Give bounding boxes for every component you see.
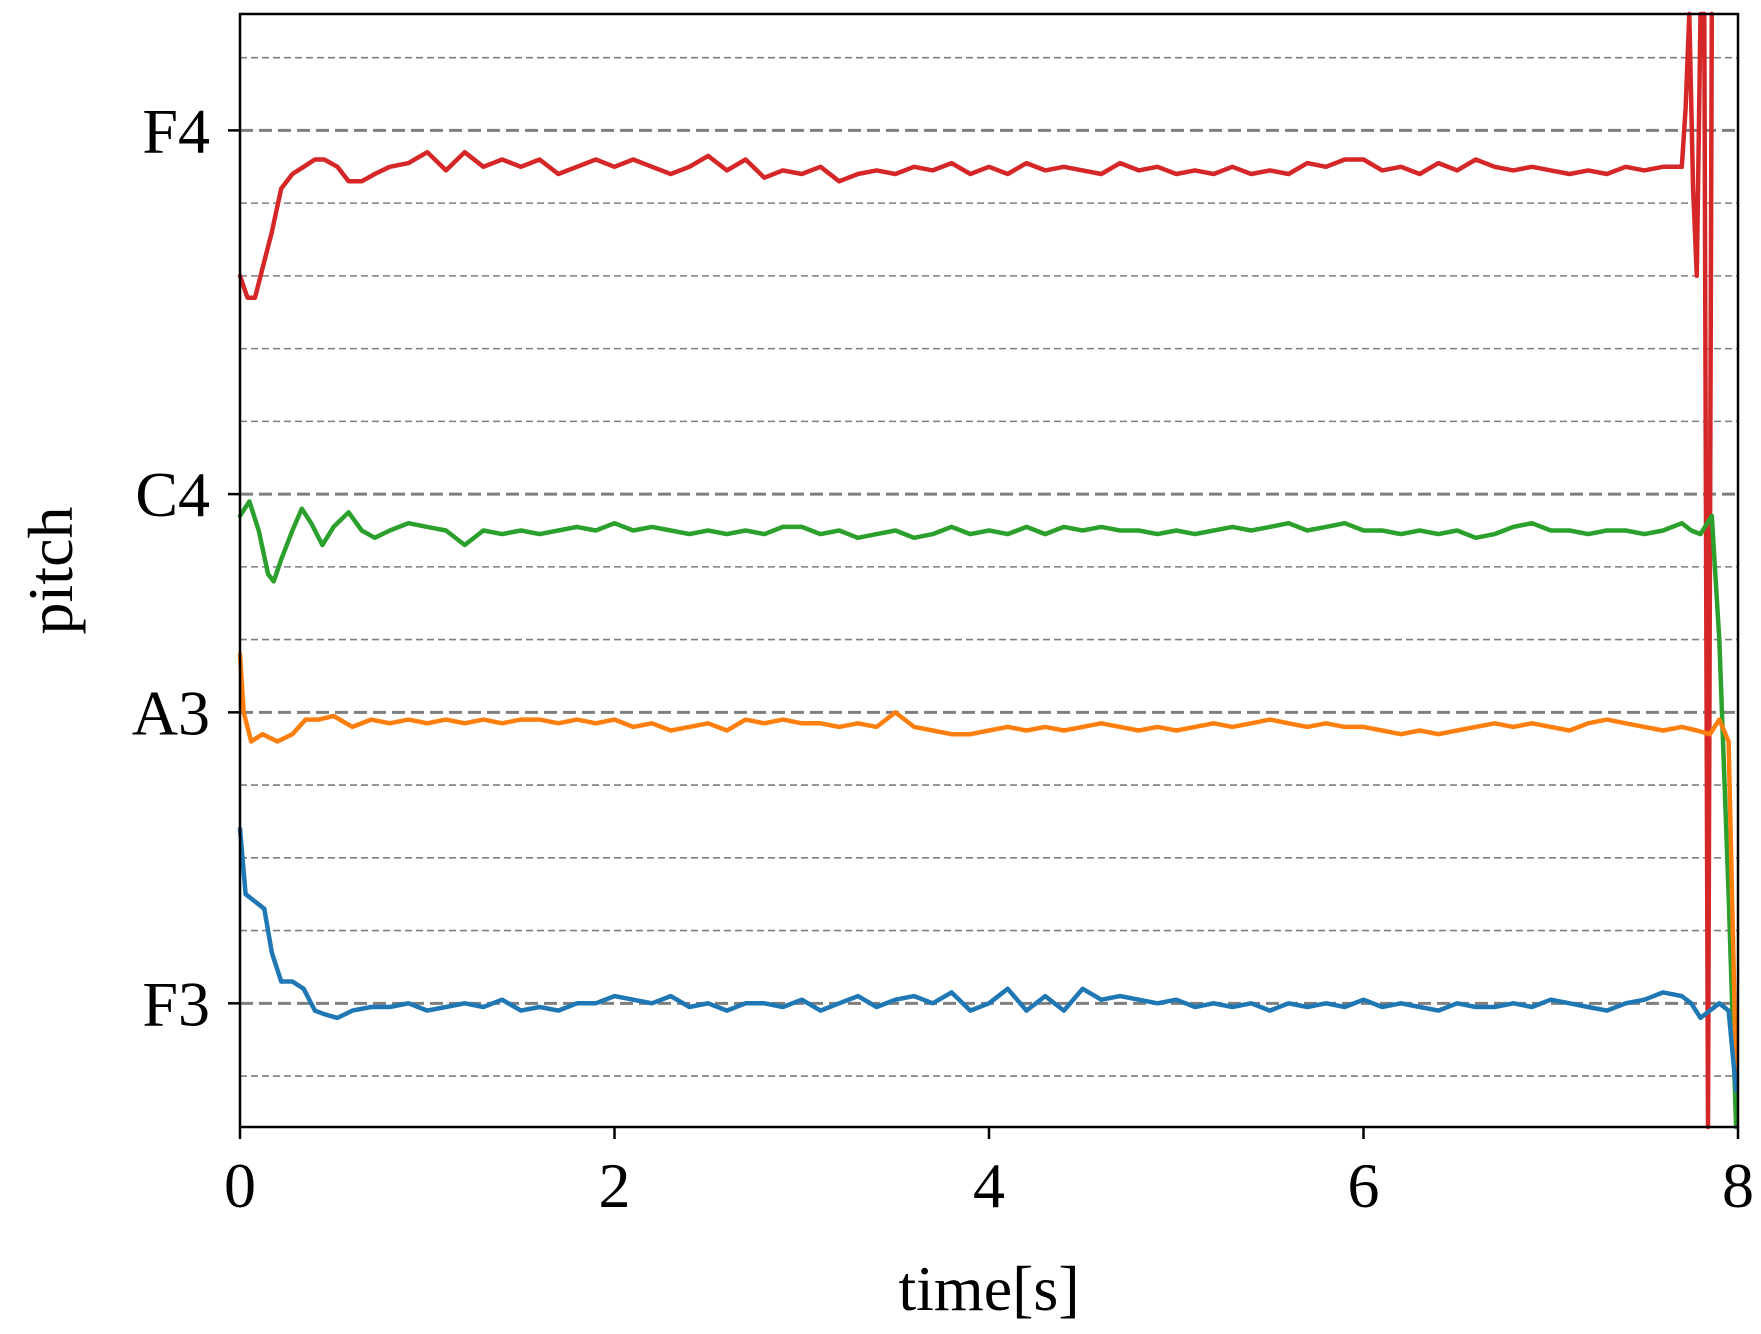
x-tick-label: 2 xyxy=(599,1150,631,1221)
plot-frame xyxy=(238,12,1740,1129)
x-axis-label: time[s] xyxy=(898,1253,1079,1324)
grid-lines xyxy=(240,56,1738,1077)
y-axis-label: pitch xyxy=(15,507,86,635)
series-line-0 xyxy=(237,11,1715,1130)
series-line-1 xyxy=(237,499,1739,1130)
series-line-3 xyxy=(237,826,1739,1093)
y-axis-ticks: F3 A3 C4 F4 xyxy=(132,95,240,1039)
x-tick-label: 6 xyxy=(1348,1150,1380,1221)
x-axis-ticks: 0 2 4 6 8 xyxy=(224,1127,1754,1221)
x-tick-label: 0 xyxy=(224,1150,256,1221)
y-tick-label: F4 xyxy=(142,95,210,166)
x-tick-label: 8 xyxy=(1722,1150,1754,1221)
series-lines xyxy=(237,11,1739,1130)
y-tick-label: F3 xyxy=(142,968,210,1039)
y-tick-label: A3 xyxy=(132,677,210,748)
series-line-2 xyxy=(237,651,1739,1079)
y-tick-label: C4 xyxy=(135,459,210,530)
x-tick-label: 4 xyxy=(973,1150,1005,1221)
